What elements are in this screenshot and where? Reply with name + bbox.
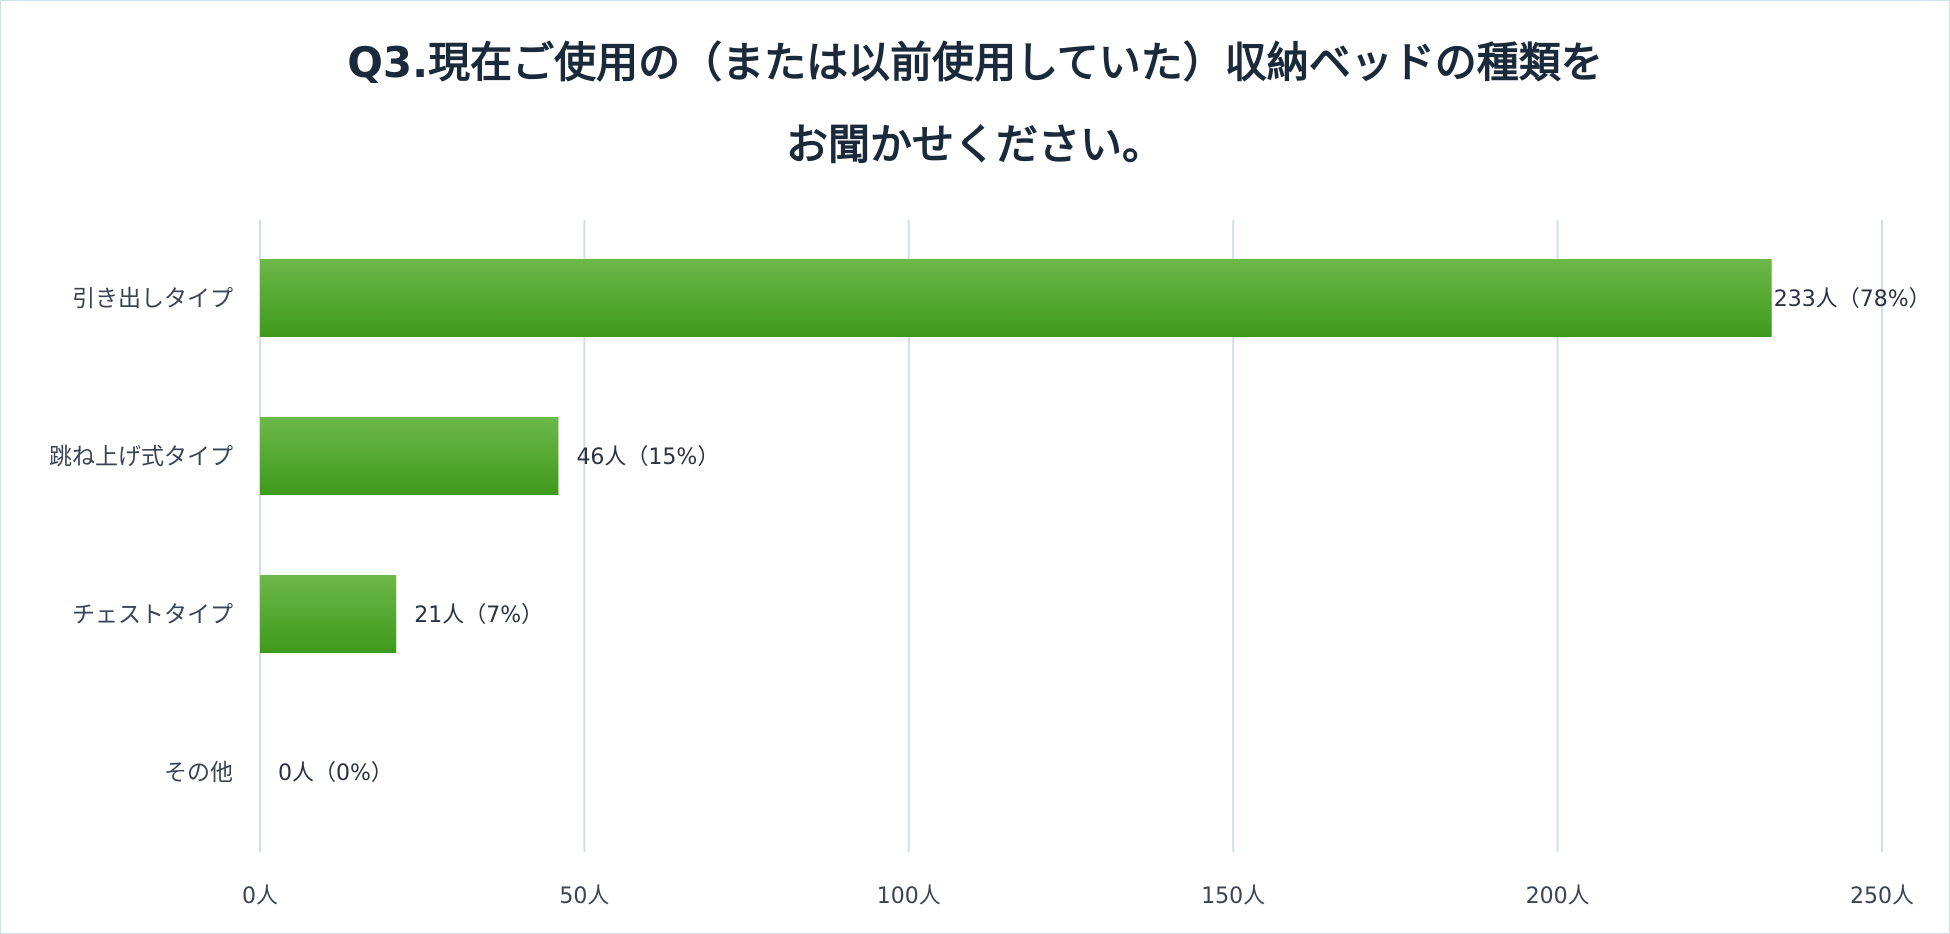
x-tick-label: 150人 <box>1201 884 1265 909</box>
category-label: 跳ね上げ式タイプ <box>49 444 233 470</box>
data-label: 0人（0%） <box>278 761 393 786</box>
chart-title: Q3.現在ご使用の（または以前使用していた）収納ベッドの種類を お聞かせください… <box>0 22 1950 186</box>
category-label: 引き出しタイプ <box>72 286 233 312</box>
chart-title-line-1: Q3.現在ご使用の（または以前使用していた）収納ベッドの種類を <box>347 38 1603 87</box>
x-tick-label: 200人 <box>1526 884 1590 909</box>
data-label: 21人（7%） <box>414 603 543 628</box>
bar <box>260 417 559 495</box>
data-label: 46人（15%） <box>576 445 719 470</box>
x-tick-label: 0人 <box>242 884 278 909</box>
data-labels: 233人（78%） 46人（15%） 21人（7%） 0人（0%） <box>278 287 1931 786</box>
category-label: チェストタイプ <box>72 602 233 628</box>
x-tick-label: 100人 <box>877 884 941 909</box>
bar <box>260 575 397 653</box>
x-tick-label: 250人 <box>1850 884 1914 909</box>
chart-title-line-2: お聞かせください。 <box>785 120 1164 169</box>
x-tick-labels: 0人 50人 100人 150人 200人 250人 <box>242 884 1914 909</box>
bar <box>260 259 1772 337</box>
data-label: 233人（78%） <box>1774 287 1931 312</box>
bars <box>260 259 1772 653</box>
category-label: その他 <box>164 760 233 786</box>
x-tick-label: 50人 <box>559 884 609 909</box>
